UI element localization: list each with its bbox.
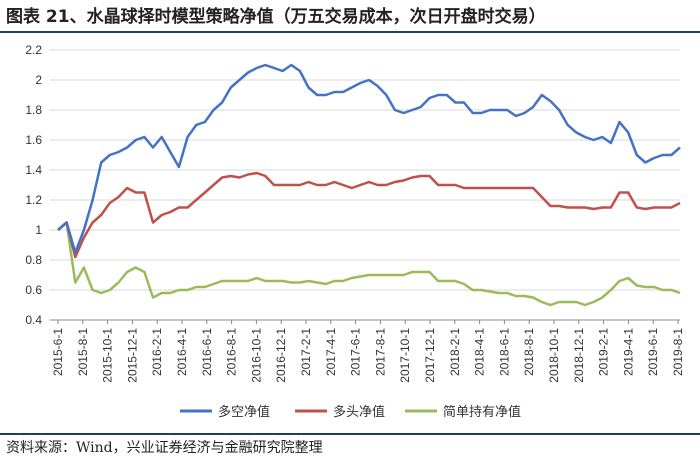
y-tick-label: 2.2 bbox=[25, 43, 42, 57]
x-tick-label: 2018-6-1 bbox=[497, 328, 511, 376]
series-line bbox=[57, 171, 681, 259]
chart-title: 图表 21、水晶球择时模型策略净值（万五交易成本，次日开盘时交易） bbox=[6, 7, 546, 27]
legend-label: 多头净值 bbox=[333, 404, 385, 420]
legend-label: 多空净值 bbox=[218, 404, 270, 420]
x-tick-label: 2017-8-1 bbox=[373, 328, 387, 376]
x-tick-label: 2018-10-1 bbox=[547, 328, 561, 383]
x-tick-label: 2015-12-1 bbox=[125, 328, 139, 383]
series-line bbox=[57, 221, 681, 307]
y-tick-label: 2 bbox=[35, 73, 42, 87]
y-tick-label: 0.6 bbox=[25, 283, 42, 297]
x-tick-label: 2018-8-1 bbox=[522, 328, 536, 376]
source-divider bbox=[0, 433, 700, 435]
x-tick-label: 2017-12-1 bbox=[423, 328, 437, 383]
x-tick-label: 2019-8-1 bbox=[671, 328, 685, 376]
x-tick-label: 2019-6-1 bbox=[646, 328, 660, 376]
x-tick-label: 2016-12-1 bbox=[274, 328, 288, 383]
y-tick-label: 1 bbox=[35, 223, 42, 237]
x-tick-label: 2016-6-1 bbox=[200, 328, 214, 376]
x-tick-label: 2016-8-1 bbox=[225, 328, 239, 376]
x-tick-label: 2015-10-1 bbox=[101, 328, 115, 383]
x-tick-label: 2019-2-1 bbox=[597, 328, 611, 376]
y-tick-label: 0.4 bbox=[25, 313, 42, 327]
x-tick-label: 2018-2-1 bbox=[448, 328, 462, 376]
y-tick-label: 1.8 bbox=[25, 103, 42, 117]
y-tick-label: 1.2 bbox=[25, 193, 42, 207]
x-tick-label: 2016-2-1 bbox=[150, 328, 164, 376]
x-tick-label: 2015-8-1 bbox=[76, 328, 90, 376]
legend-label: 简单持有净值 bbox=[443, 404, 521, 420]
x-tick-label: 2016-4-1 bbox=[175, 328, 189, 376]
x-tick-label: 2017-6-1 bbox=[349, 328, 363, 376]
legend: 多空净值 多头净值 简单持有净值 bbox=[180, 404, 521, 420]
gridlines bbox=[50, 49, 680, 324]
y-axis-tick-labels: 0.4 0.6 0.8 1 1.2 1.4 1.6 1.8 2 2.2 bbox=[25, 43, 42, 327]
x-tick-label: 2018-12-1 bbox=[572, 328, 586, 383]
x-tick-label: 2015-6-1 bbox=[51, 328, 65, 376]
x-tick-label: 2019-4-1 bbox=[621, 328, 635, 376]
y-tick-label: 1.6 bbox=[25, 133, 42, 147]
x-tick-label: 2017-2-1 bbox=[299, 328, 313, 376]
x-tick-label: 2017-10-1 bbox=[398, 328, 412, 383]
x-axis-tick-labels: 2015-6-1 2015-8-1 2015-10-1 2015-12-1 2016-2… bbox=[51, 328, 685, 383]
title-divider bbox=[0, 31, 700, 33]
x-tick-label: 2017-4-1 bbox=[324, 328, 338, 376]
x-tick-label: 2016-10-1 bbox=[249, 328, 263, 383]
series-line bbox=[57, 63, 681, 254]
y-tick-label: 0.8 bbox=[25, 253, 42, 267]
x-tick-label: 2018-4-1 bbox=[473, 328, 487, 376]
series-lines bbox=[57, 63, 681, 307]
source-note: 资料来源：Wind，兴业证券经济与金融研究院整理 bbox=[6, 440, 323, 456]
y-tick-label: 1.4 bbox=[25, 163, 42, 177]
